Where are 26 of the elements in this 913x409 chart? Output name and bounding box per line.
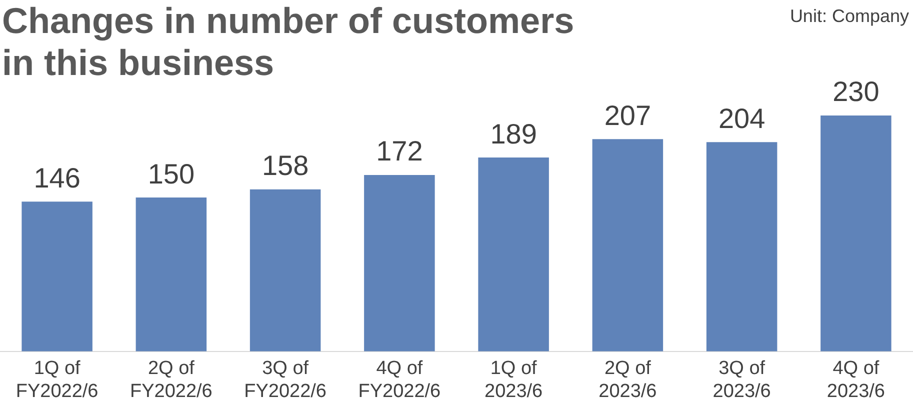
bar <box>820 116 892 352</box>
x-tick-label: 2Q of FY2022/6 <box>130 358 212 402</box>
bar <box>364 174 435 352</box>
x-tick-label: 2Q of 2023/6 <box>598 358 657 402</box>
x-tick-label: 3Q of FY2022/6 <box>244 358 327 402</box>
data-label: 172 <box>376 136 423 167</box>
data-label: 146 <box>34 162 80 194</box>
data-label: 150 <box>148 158 195 190</box>
data-label: 189 <box>490 118 537 150</box>
x-tick-label: 1Q of FY2022/6 <box>16 358 98 402</box>
data-label: 204 <box>718 102 766 134</box>
bar <box>22 202 92 352</box>
bar <box>136 198 207 352</box>
data-label: 158 <box>262 150 309 182</box>
data-label: 230 <box>832 76 880 108</box>
x-tick-label: 3Q of 2023/6 <box>712 358 771 402</box>
data-label: 207 <box>604 100 652 131</box>
text: Unit: Company <box>790 6 909 27</box>
x-tick-label: 4Q of FY2022/6 <box>358 358 441 402</box>
chart-title: Changes in number of customers in this business <box>2 0 576 84</box>
bar <box>592 139 664 352</box>
bar <box>478 158 549 352</box>
bar <box>250 189 321 352</box>
x-tick-label: 1Q of 2023/6 <box>484 358 543 402</box>
x-tick-label: 4Q of 2023/6 <box>826 358 885 402</box>
bar <box>706 142 778 352</box>
